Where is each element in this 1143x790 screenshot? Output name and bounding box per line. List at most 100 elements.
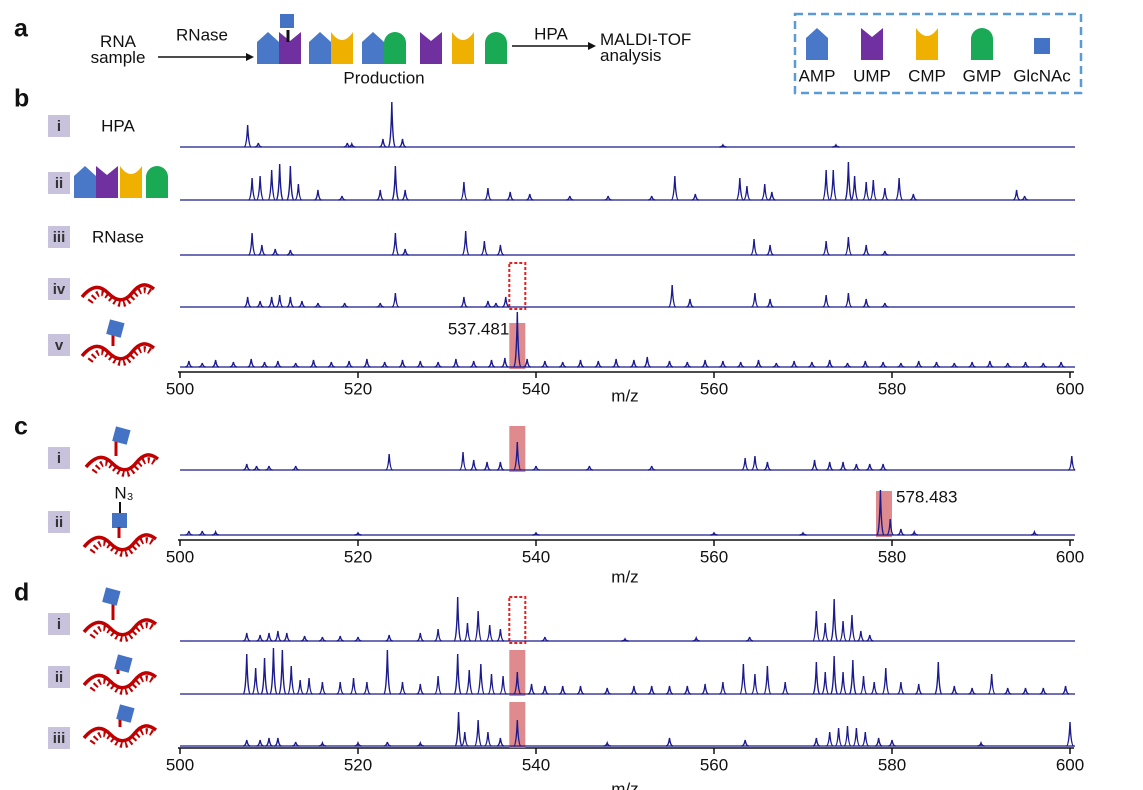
peak <box>453 653 462 695</box>
peak <box>861 360 869 368</box>
peak <box>604 195 612 201</box>
peak <box>327 361 335 368</box>
legend-label: CMP <box>908 66 946 85</box>
legend-label: AMP <box>799 66 836 85</box>
x-tick-label: 560 <box>700 379 728 398</box>
peak <box>278 649 287 695</box>
peak <box>862 244 870 256</box>
peak <box>621 637 629 642</box>
glycorna-icon <box>84 587 156 639</box>
peak <box>910 529 918 536</box>
peak <box>750 238 758 256</box>
x-tick-label: 520 <box>344 547 372 566</box>
peak <box>526 193 534 201</box>
peak <box>1066 721 1074 747</box>
peak <box>881 187 889 201</box>
peak <box>247 358 255 368</box>
trace-caption: RNase <box>92 227 144 246</box>
peak <box>398 359 407 368</box>
enzyme-label: RNase <box>176 25 228 44</box>
peak <box>248 177 256 201</box>
cmp-icon <box>331 32 353 64</box>
peak <box>275 163 284 201</box>
peak <box>866 634 874 642</box>
trace-label-box <box>48 172 70 194</box>
peak <box>630 359 638 368</box>
peak <box>198 530 206 536</box>
peak <box>603 740 611 747</box>
peak <box>267 169 276 201</box>
peak <box>265 465 273 471</box>
peak <box>876 489 885 536</box>
highlight <box>509 323 526 369</box>
peak <box>401 189 409 201</box>
x-tick-label: 520 <box>344 379 372 398</box>
peak <box>763 461 772 471</box>
peak <box>460 181 468 201</box>
peak <box>879 361 887 368</box>
peak <box>719 360 727 368</box>
peak <box>274 360 282 368</box>
peak <box>799 531 807 536</box>
peak <box>977 740 985 747</box>
peak <box>701 683 709 695</box>
peak <box>888 739 896 747</box>
peak <box>292 465 300 471</box>
peak <box>301 635 309 642</box>
peak <box>861 731 870 747</box>
peak <box>1030 529 1038 536</box>
trace-caption: HPA <box>101 116 135 135</box>
peak <box>875 737 883 747</box>
peak <box>1039 687 1047 695</box>
peak <box>559 361 567 368</box>
product-label: Production <box>343 68 424 87</box>
peak <box>465 669 474 695</box>
peak <box>643 356 651 368</box>
panel-label: a <box>14 15 29 43</box>
peak <box>766 298 774 308</box>
peak <box>852 727 861 747</box>
peak <box>391 292 400 308</box>
peak <box>934 661 943 695</box>
peak <box>341 302 349 308</box>
peak <box>251 667 260 695</box>
peak <box>452 358 460 368</box>
peak <box>274 630 282 642</box>
peak <box>825 731 834 747</box>
peak <box>501 357 509 368</box>
peak <box>829 655 839 695</box>
x-tick-label: 540 <box>522 547 550 566</box>
peak <box>683 685 691 695</box>
arrow-head <box>246 53 254 61</box>
peak <box>318 636 326 642</box>
peak <box>314 302 322 308</box>
gmp-icon <box>971 28 993 60</box>
trace-label: iv <box>53 281 66 298</box>
trace-label-box <box>48 278 70 300</box>
peak <box>416 632 424 642</box>
peak <box>850 175 859 201</box>
peak <box>470 360 478 368</box>
peak <box>354 531 362 536</box>
peak <box>1061 685 1070 695</box>
peak <box>826 359 834 368</box>
peak <box>701 359 709 368</box>
peak <box>363 358 371 368</box>
peak <box>474 719 483 747</box>
ump-icon <box>420 32 442 64</box>
peak <box>751 673 759 695</box>
peak <box>808 361 816 368</box>
peak <box>754 359 763 368</box>
peak <box>915 360 923 368</box>
peak <box>822 240 830 256</box>
peak <box>385 453 393 471</box>
peak <box>416 683 424 695</box>
peak <box>243 463 251 471</box>
peak <box>345 360 353 368</box>
peak <box>269 647 278 695</box>
trace-label-box <box>48 334 70 356</box>
peak <box>950 362 958 368</box>
amp-icon <box>257 32 279 64</box>
peak <box>523 358 531 368</box>
